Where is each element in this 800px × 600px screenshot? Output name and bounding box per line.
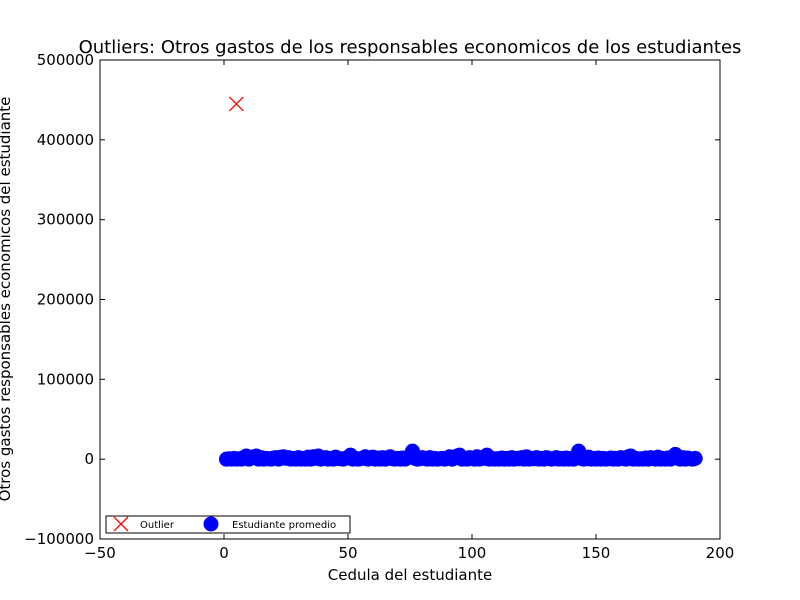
data-point-estudiante-promedio [687, 450, 703, 466]
legend-label-outlier: Outlier [140, 520, 175, 531]
data-point-outlier [228, 96, 244, 112]
chart-title: Outliers: Otros gastos de los responsabl… [79, 37, 742, 58]
x-tick-label: 200 [706, 544, 735, 562]
legend-marker-outlier [113, 516, 129, 532]
y-tick-label: 200000 [37, 291, 94, 309]
y-tick-label: 300000 [37, 211, 94, 229]
data-marks [218, 96, 703, 467]
y-tick-label: 0 [84, 450, 94, 468]
legend-marker-estudiante-promedio [203, 516, 219, 532]
y-tick-label: −100000 [24, 530, 94, 548]
legend: Outlier Estudiante promedio [105, 515, 351, 534]
plot-area [218, 96, 703, 467]
legend-box [105, 515, 351, 534]
x-tick-label: 0 [219, 544, 229, 562]
legend-label-estudiante-promedio: Estudiante promedio [232, 520, 336, 531]
y-tick-label: 500000 [37, 51, 94, 69]
y-tick-label: 400000 [37, 131, 94, 149]
x-tick-label: 50 [338, 544, 357, 562]
x-tick-label: −50 [84, 544, 116, 562]
x-tick-label: 100 [458, 544, 487, 562]
x-tick-label: 150 [582, 544, 611, 562]
y-tick-label: 100000 [37, 370, 94, 388]
axes: −50 0 50 100 150 200 −100000 0 100000 200000 30000… [24, 51, 734, 562]
y-axis-label: Otros gastos responsables economicos del… [0, 97, 14, 502]
x-axis-label: Cedula del estudiante [328, 566, 492, 584]
